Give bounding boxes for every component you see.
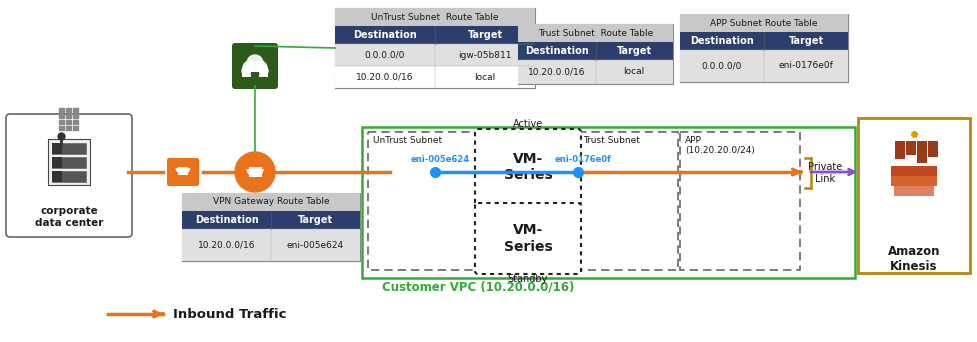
Bar (59, 108, 64, 112)
Bar (73, 108, 78, 112)
FancyBboxPatch shape (178, 167, 188, 175)
Bar (65, 114, 71, 118)
Text: 0.0.0.0/0: 0.0.0.0/0 (701, 62, 742, 70)
FancyBboxPatch shape (52, 157, 86, 168)
Bar (65, 108, 71, 112)
Circle shape (258, 66, 268, 76)
Text: Target: Target (787, 36, 823, 46)
FancyBboxPatch shape (48, 139, 90, 185)
FancyBboxPatch shape (518, 60, 672, 84)
Bar (59, 120, 64, 124)
Text: corporate
data center: corporate data center (35, 206, 104, 228)
Text: eni-0176e0f: eni-0176e0f (778, 62, 832, 70)
Text: igw-05b811: igw-05b811 (458, 51, 511, 60)
FancyBboxPatch shape (916, 141, 926, 163)
Bar (73, 126, 78, 130)
Text: Destination: Destination (194, 215, 258, 225)
FancyBboxPatch shape (335, 66, 534, 88)
FancyBboxPatch shape (335, 44, 534, 66)
Text: Amazon
Kinesis: Amazon Kinesis (887, 245, 939, 273)
FancyBboxPatch shape (52, 143, 86, 154)
FancyBboxPatch shape (182, 193, 360, 261)
Text: 10.20.0.0/16: 10.20.0.0/16 (356, 73, 413, 81)
FancyBboxPatch shape (52, 171, 86, 182)
FancyBboxPatch shape (335, 8, 534, 88)
Text: Destination: Destination (525, 46, 588, 56)
FancyBboxPatch shape (232, 43, 277, 89)
Text: Target: Target (616, 46, 651, 56)
FancyBboxPatch shape (167, 158, 198, 186)
Bar (65, 120, 71, 124)
Bar (73, 114, 78, 118)
Text: Destination: Destination (690, 36, 753, 46)
FancyBboxPatch shape (893, 186, 933, 196)
Text: Target: Target (298, 215, 333, 225)
Circle shape (242, 61, 257, 75)
FancyBboxPatch shape (679, 14, 847, 82)
FancyBboxPatch shape (335, 26, 534, 44)
FancyBboxPatch shape (890, 166, 936, 176)
FancyBboxPatch shape (182, 211, 360, 229)
Text: APP Subnet Route Table: APP Subnet Route Table (709, 18, 817, 27)
FancyBboxPatch shape (927, 141, 937, 157)
FancyBboxPatch shape (182, 229, 360, 261)
Text: eni-005e624: eni-005e624 (410, 155, 469, 164)
Circle shape (253, 61, 267, 75)
Text: local: local (474, 73, 495, 81)
FancyBboxPatch shape (518, 24, 672, 84)
FancyBboxPatch shape (475, 129, 580, 205)
Bar (73, 120, 78, 124)
Text: eni-0176e0f: eni-0176e0f (554, 155, 611, 164)
FancyBboxPatch shape (52, 171, 62, 182)
FancyBboxPatch shape (857, 118, 969, 273)
Bar (59, 114, 64, 118)
Text: UnTrust Subnet: UnTrust Subnet (372, 136, 442, 145)
Text: Target: Target (467, 30, 502, 40)
Text: Private
Link: Private Link (807, 162, 841, 184)
Text: Trust Subnet  Route Table: Trust Subnet Route Table (537, 28, 653, 38)
Text: Inbound Traffic: Inbound Traffic (173, 307, 286, 320)
FancyBboxPatch shape (890, 176, 936, 186)
FancyBboxPatch shape (248, 167, 261, 176)
FancyBboxPatch shape (894, 141, 904, 159)
Text: 10.20.0.0/16: 10.20.0.0/16 (197, 240, 255, 250)
Text: VM-
Series: VM- Series (503, 223, 552, 254)
FancyBboxPatch shape (475, 203, 580, 274)
Text: APP
(10.20.20.0/24): APP (10.20.20.0/24) (684, 136, 754, 155)
Bar (65, 126, 71, 130)
FancyBboxPatch shape (52, 143, 62, 154)
Text: VM-
Series: VM- Series (503, 152, 552, 182)
Text: Standby: Standby (507, 274, 548, 284)
FancyBboxPatch shape (52, 157, 62, 168)
FancyBboxPatch shape (679, 14, 847, 32)
Text: Active: Active (512, 119, 542, 129)
Text: local: local (623, 67, 644, 77)
FancyBboxPatch shape (905, 141, 915, 155)
Text: eni-005e624: eni-005e624 (286, 240, 344, 250)
Circle shape (241, 66, 252, 76)
Text: UnTrust Subnet  Route Table: UnTrust Subnet Route Table (371, 13, 498, 22)
Bar (59, 126, 64, 130)
Circle shape (247, 55, 263, 71)
FancyBboxPatch shape (241, 69, 268, 77)
FancyBboxPatch shape (182, 193, 360, 211)
FancyBboxPatch shape (518, 24, 672, 42)
FancyBboxPatch shape (518, 42, 672, 60)
Text: Customer VPC (10.20.0.0/16): Customer VPC (10.20.0.0/16) (382, 281, 573, 294)
FancyBboxPatch shape (251, 72, 259, 78)
Text: Trust Subnet: Trust Subnet (582, 136, 639, 145)
Text: Destination: Destination (353, 30, 416, 40)
Circle shape (234, 152, 275, 192)
Text: VPN Gateway Route Table: VPN Gateway Route Table (212, 197, 329, 207)
Text: 0.0.0.0/0: 0.0.0.0/0 (364, 51, 404, 60)
FancyBboxPatch shape (679, 32, 847, 50)
FancyBboxPatch shape (6, 114, 132, 237)
Text: 10.20.0.0/16: 10.20.0.0/16 (528, 67, 585, 77)
FancyBboxPatch shape (679, 50, 847, 82)
FancyBboxPatch shape (335, 8, 534, 26)
